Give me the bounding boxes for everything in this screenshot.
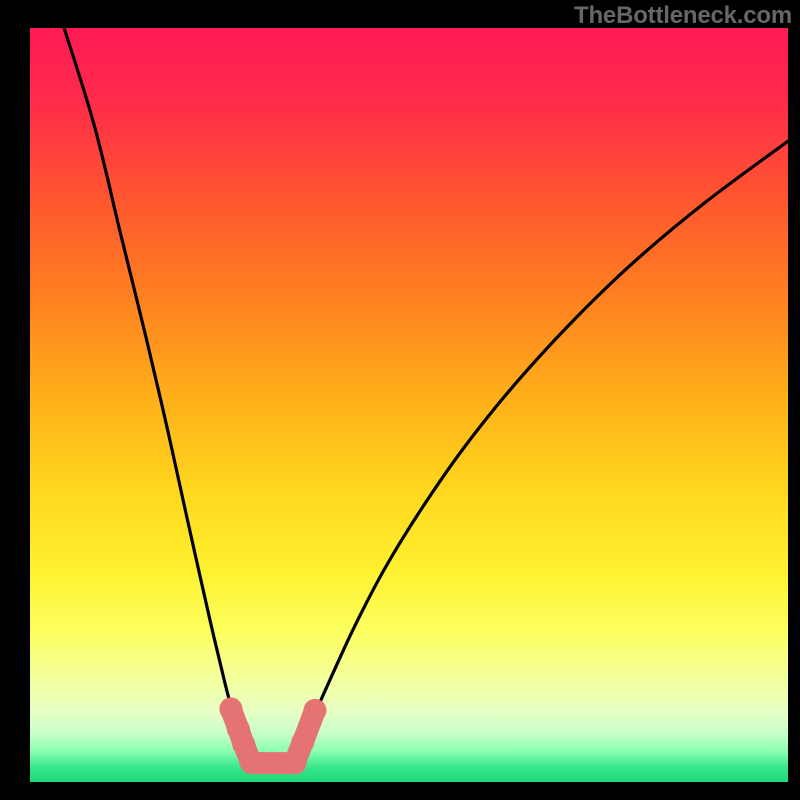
plot-area	[30, 28, 788, 782]
watermark-text: TheBottleneck.com	[574, 2, 792, 30]
marker-layer	[30, 28, 788, 782]
